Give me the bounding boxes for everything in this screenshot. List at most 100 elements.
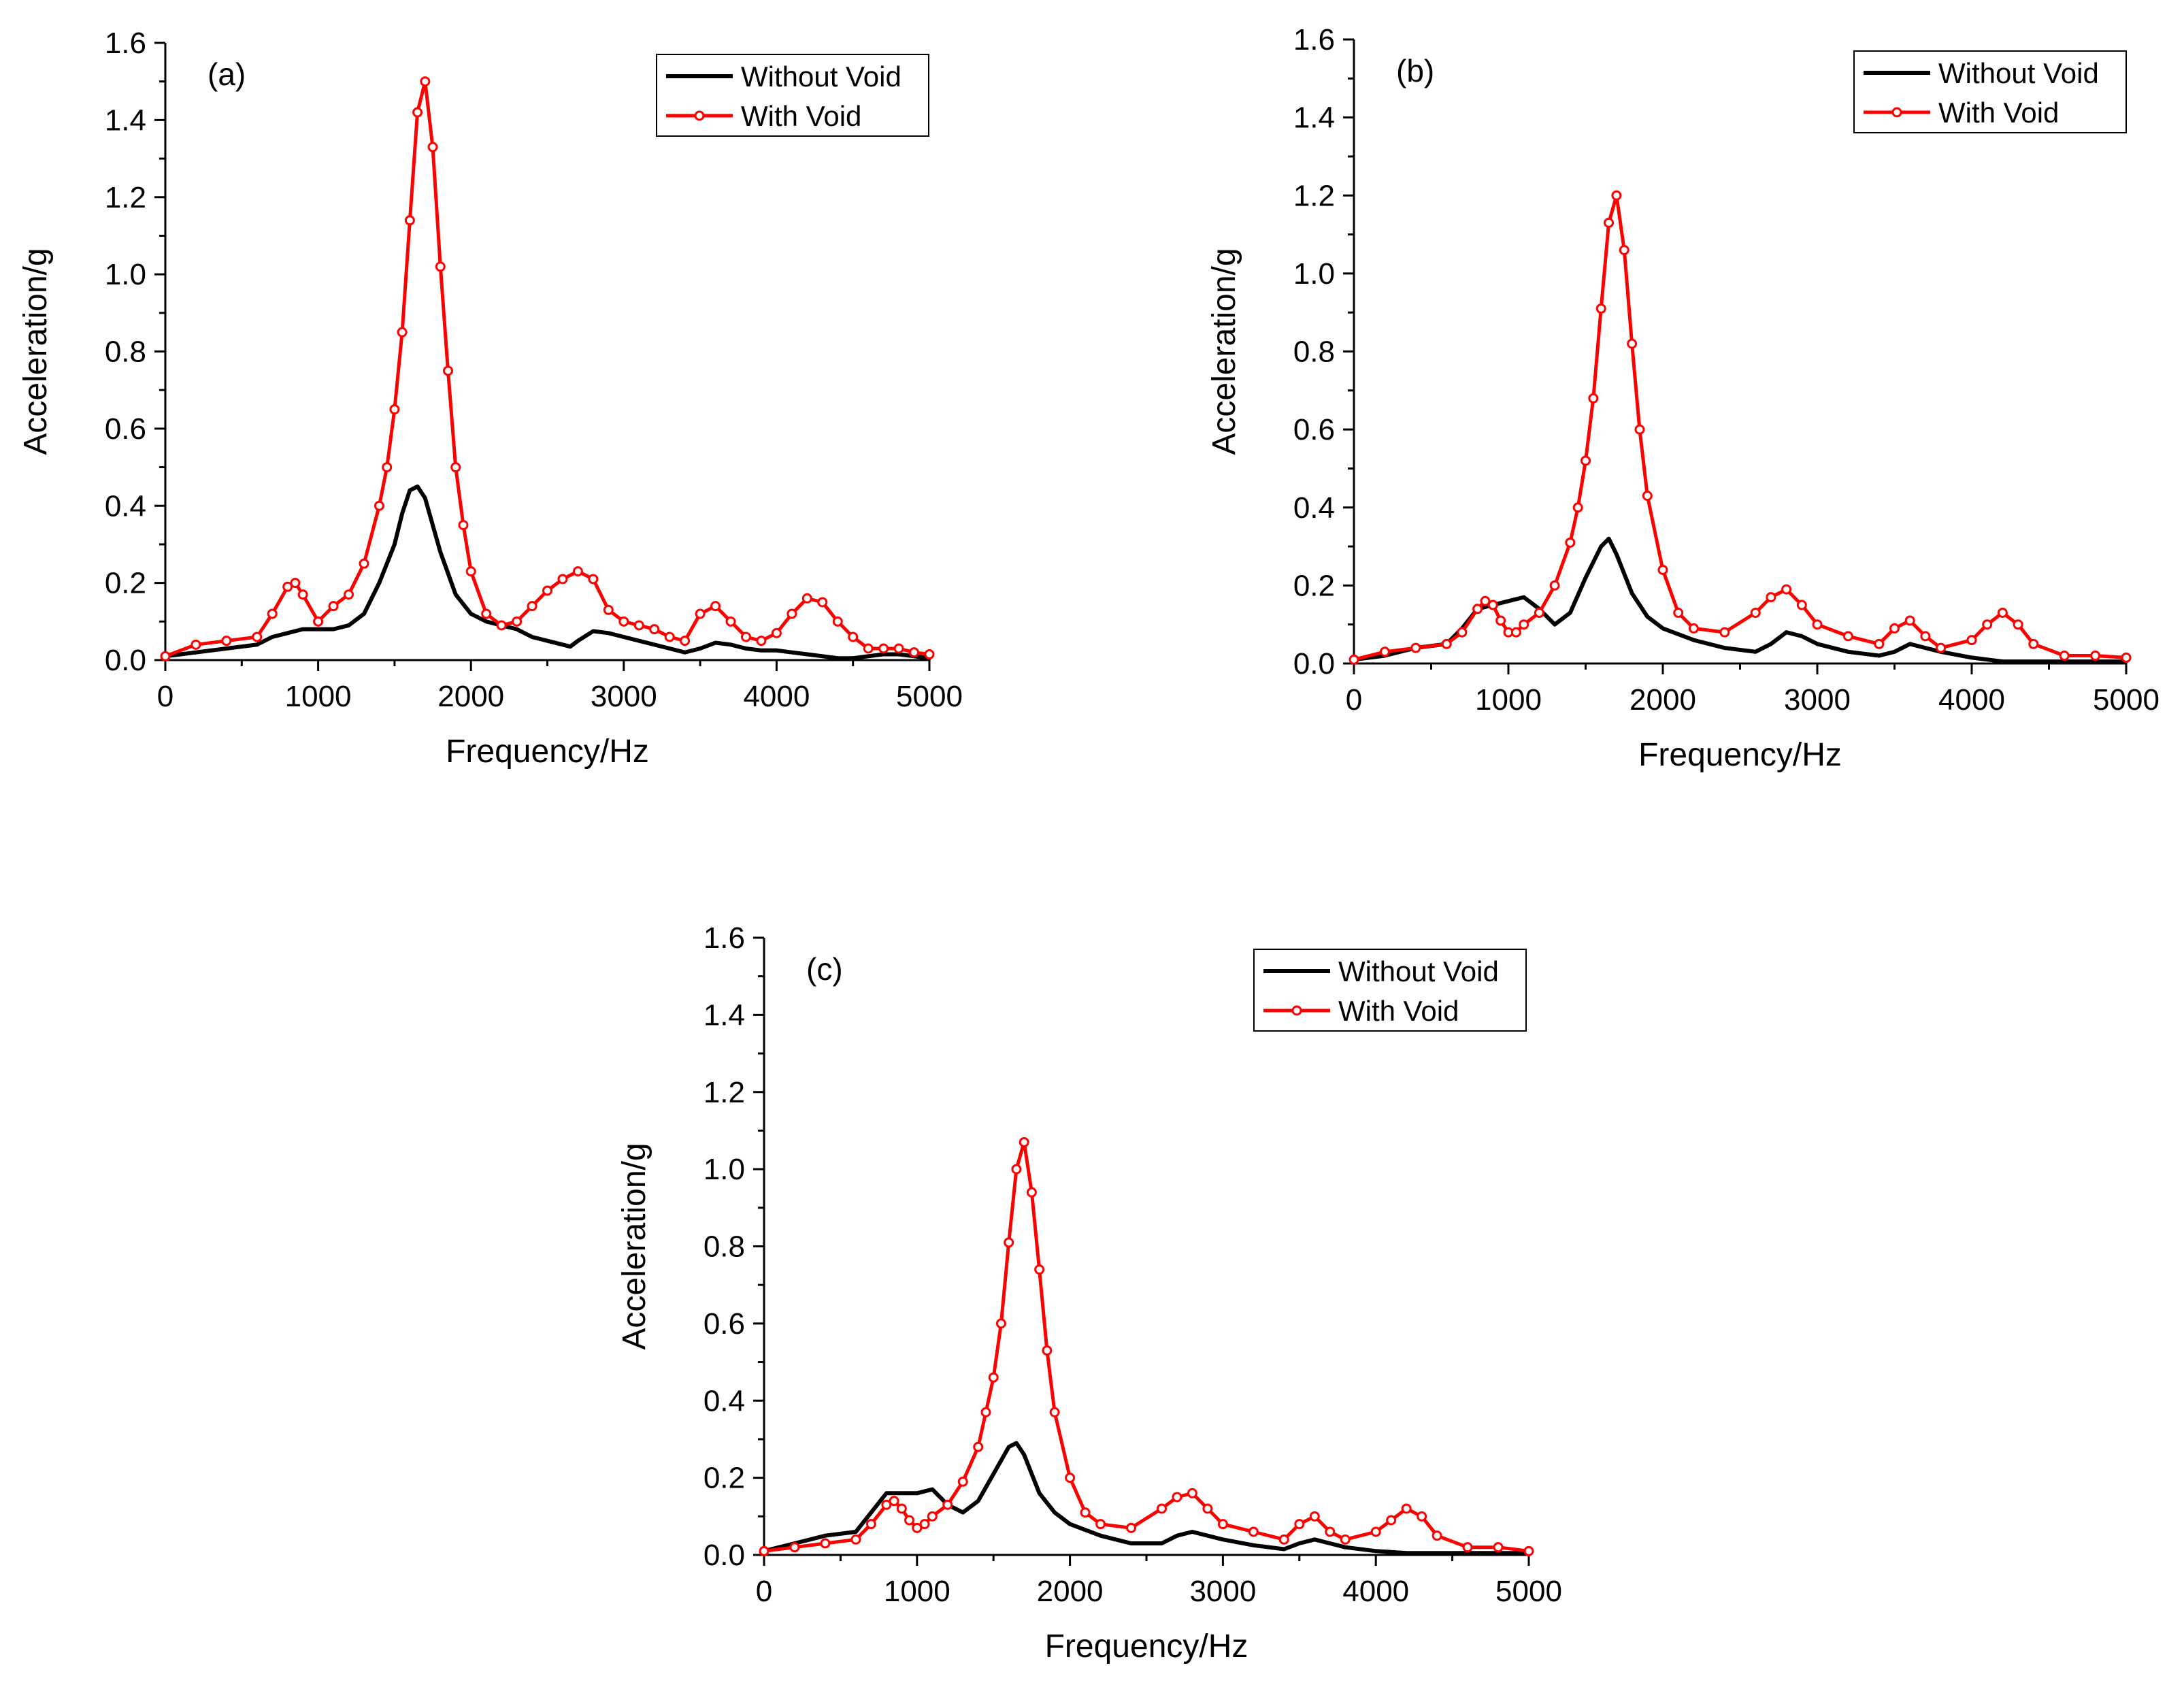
data-point bbox=[1432, 1530, 1442, 1541]
data-point bbox=[389, 404, 400, 415]
data-point bbox=[160, 651, 171, 661]
data-point bbox=[1572, 502, 1583, 513]
x-tick-label: 5000 bbox=[896, 680, 963, 713]
x-axis-label: Frequency/Hz bbox=[446, 734, 649, 770]
panel-label: (a) bbox=[208, 56, 246, 92]
data-point bbox=[1936, 642, 1947, 653]
data-point bbox=[889, 1496, 899, 1507]
data-point bbox=[1457, 627, 1468, 638]
x-tick-label: 3000 bbox=[591, 680, 657, 713]
data-point bbox=[801, 593, 812, 604]
series-line-without-void bbox=[1352, 536, 2128, 664]
data-point bbox=[957, 1476, 968, 1487]
y-tick-label: 1.2 bbox=[105, 181, 146, 214]
data-point bbox=[1565, 537, 1576, 548]
x-tick-label: 4000 bbox=[1342, 1575, 1409, 1608]
data-point bbox=[1673, 607, 1684, 618]
data-point bbox=[1417, 1511, 1427, 1522]
data-point bbox=[1019, 1136, 1029, 1147]
data-point bbox=[789, 1542, 800, 1553]
legend: Without Void With Void bbox=[1853, 50, 2127, 133]
y-tick-label: 0.4 bbox=[105, 489, 146, 523]
data-point bbox=[450, 462, 461, 473]
data-point bbox=[1812, 619, 1823, 630]
data-point bbox=[1719, 627, 1730, 638]
y-tick-label: 1.6 bbox=[1293, 23, 1335, 56]
y-tick-label: 0.2 bbox=[1293, 569, 1335, 602]
data-point bbox=[382, 462, 393, 473]
data-point bbox=[1874, 638, 1885, 649]
legend-marker bbox=[1891, 107, 1902, 118]
data-point bbox=[878, 643, 889, 654]
data-point bbox=[588, 574, 599, 585]
x-tick-label: 4000 bbox=[743, 680, 810, 713]
data-point bbox=[297, 589, 308, 600]
series-line-with-void bbox=[163, 80, 931, 658]
data-point bbox=[267, 608, 278, 619]
y-tick-label: 1.4 bbox=[704, 998, 745, 1032]
chart-panel-2: 0 1000 2000 3000 4000 5000 0.0 0.2 0.4 0.6 0.8 1.0 1… bbox=[1206, 23, 2160, 773]
data-point bbox=[496, 620, 507, 631]
data-point bbox=[1172, 1492, 1182, 1503]
data-point bbox=[465, 566, 476, 577]
data-point bbox=[1026, 1187, 1037, 1198]
data-point bbox=[2121, 652, 2132, 663]
data-point bbox=[1480, 595, 1491, 606]
x-tick-label: 0 bbox=[1346, 683, 1362, 717]
x-axis-label: Frequency/Hz bbox=[1045, 1628, 1248, 1665]
data-point bbox=[881, 1499, 892, 1510]
data-point bbox=[980, 1407, 991, 1417]
data-point bbox=[427, 142, 438, 152]
data-point bbox=[988, 1372, 999, 1383]
data-point bbox=[1611, 190, 1622, 201]
data-point bbox=[344, 589, 354, 600]
y-tick-label: 0.6 bbox=[105, 412, 146, 446]
data-point bbox=[1842, 631, 1853, 642]
data-point bbox=[458, 520, 469, 531]
y-tick-label: 0.0 bbox=[704, 1539, 745, 1572]
data-point bbox=[927, 1511, 938, 1522]
data-point bbox=[1410, 642, 1421, 653]
data-point bbox=[2090, 651, 2101, 661]
data-point bbox=[1549, 580, 1560, 591]
data-point bbox=[1217, 1519, 1228, 1530]
data-point bbox=[817, 597, 828, 608]
series-line-without-void bbox=[163, 484, 931, 661]
x-tick-label: 2000 bbox=[1629, 683, 1696, 717]
data-point bbox=[1034, 1264, 1045, 1275]
data-point bbox=[1487, 600, 1498, 610]
data-point bbox=[1627, 338, 1638, 349]
data-point bbox=[919, 1519, 930, 1530]
data-point bbox=[1294, 1519, 1305, 1530]
legend-box bbox=[656, 54, 929, 137]
data-point bbox=[1401, 1503, 1412, 1514]
y-tick-label: 0.8 bbox=[704, 1230, 745, 1264]
data-point bbox=[832, 616, 843, 627]
data-point bbox=[904, 1515, 915, 1526]
legend: Without Void With Void bbox=[1253, 949, 1527, 1032]
data-point bbox=[850, 1534, 861, 1545]
data-point bbox=[359, 558, 369, 569]
y-tick-label: 1.2 bbox=[704, 1076, 745, 1109]
data-point bbox=[912, 1522, 923, 1533]
data-point bbox=[1920, 631, 1931, 642]
x-tick-label: 5000 bbox=[1495, 1575, 1562, 1608]
data-point bbox=[191, 639, 201, 650]
data-point bbox=[557, 574, 568, 585]
data-point bbox=[412, 107, 423, 118]
data-point bbox=[680, 636, 691, 646]
data-point bbox=[1202, 1503, 1213, 1514]
y-tick-label: 1.6 bbox=[704, 921, 745, 955]
data-point bbox=[1248, 1526, 1259, 1537]
y-tick-label: 1.4 bbox=[1293, 101, 1335, 135]
data-point bbox=[1619, 244, 1629, 255]
data-point bbox=[435, 261, 446, 272]
data-point bbox=[1642, 491, 1653, 502]
data-point bbox=[221, 636, 232, 646]
y-axis-label: Acceleration/g bbox=[616, 1143, 652, 1349]
data-point bbox=[1441, 638, 1452, 649]
chart-panel-3: 0 1000 2000 3000 4000 5000 0.0 0.2 0.4 0.6 0.8 1.0 1… bbox=[616, 921, 1562, 1665]
data-point bbox=[1904, 615, 1915, 626]
data-point bbox=[443, 365, 454, 376]
